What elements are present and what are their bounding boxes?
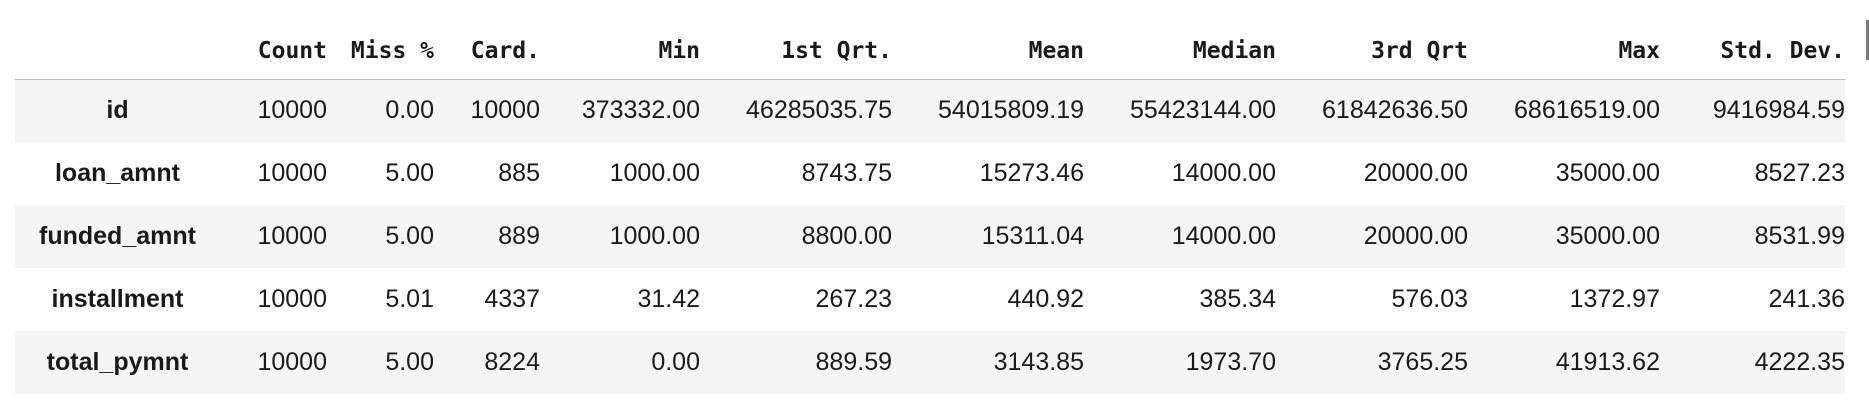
table-cell: 10000	[257, 222, 327, 250]
table-cell: 385.34	[1199, 285, 1276, 313]
column-header-miss-pct: Miss %	[350, 37, 434, 64]
table-cell: 20000.00	[1363, 222, 1468, 250]
row-label: funded_amnt	[39, 222, 196, 250]
table-cell: 241.36	[1768, 285, 1845, 313]
table-cell: 31.42	[637, 285, 700, 313]
table-cell: 1000.00	[609, 222, 700, 250]
stats-table-container: Count Miss % Card. Min 1st Qrt. Mean Med…	[15, 23, 1845, 394]
table-cell: 8527.23	[1754, 159, 1845, 187]
table-cell: 889.59	[815, 348, 892, 376]
row-label: loan_amnt	[54, 159, 181, 187]
table-cell: 10000	[257, 285, 327, 313]
table-cell: 61842636.50	[1322, 96, 1468, 125]
table-cell: 4222.35	[1754, 348, 1845, 376]
table-cell: 373332.00	[581, 96, 700, 125]
table-cell: 35000.00	[1555, 159, 1660, 187]
table-cell: 10000	[257, 159, 327, 187]
table-cell: 20000.00	[1363, 159, 1468, 187]
row-label: installment	[51, 285, 184, 313]
summary-statistics-table: Count Miss % Card. Min 1st Qrt. Mean Med…	[15, 23, 1845, 394]
table-row: total_pymnt 10000 5.00 8224 0.00 889.59 …	[15, 331, 1845, 394]
table-cell: 267.23	[815, 285, 892, 313]
table-cell: 15273.46	[979, 159, 1084, 187]
table-cell: 55423144.00	[1130, 96, 1276, 125]
table-cell: 3143.85	[993, 348, 1084, 376]
table-cell: 8743.75	[801, 159, 892, 187]
table-cell: 5.00	[385, 159, 434, 187]
row-label: total_pymnt	[46, 348, 189, 376]
column-header-max: Max	[1618, 37, 1660, 64]
table-cell: 3765.25	[1377, 348, 1468, 376]
row-label: id	[106, 96, 129, 125]
table-cell: 1973.70	[1185, 348, 1276, 376]
horizontal-scroll-indicator[interactable]	[1866, 20, 1869, 60]
table-cell: 889	[498, 222, 540, 250]
table-cell: 14000.00	[1171, 159, 1276, 187]
column-header-std-dev: Std. Dev.	[1720, 37, 1845, 64]
table-cell: 8531.99	[1754, 222, 1845, 250]
table-cell: 440.92	[1007, 285, 1084, 313]
column-header-min: Min	[658, 37, 700, 64]
table-row: installment 10000 5.01 4337 31.42 267.23…	[15, 268, 1846, 331]
table-cell: 15311.04	[981, 222, 1084, 250]
table-row: id 10000 0.00 10000 373332.00 46285035.7…	[15, 79, 1845, 142]
table-cell: 1372.97	[1569, 285, 1660, 313]
table-cell: 9416984.59	[1712, 96, 1845, 125]
table-cell: 576.03	[1391, 285, 1468, 313]
table-cell: 54015809.19	[938, 96, 1084, 125]
column-header-median: Median	[1192, 37, 1276, 64]
table-cell: 10000	[470, 96, 540, 125]
table-cell: 4337	[484, 285, 540, 313]
table-cell: 68616519.00	[1514, 96, 1660, 125]
table-cell: 885	[498, 159, 540, 187]
table-cell: 1000.00	[609, 159, 700, 187]
table-cell: 0.00	[385, 96, 434, 125]
table-cell: 10000	[257, 348, 327, 376]
table-cell: 46285035.75	[746, 96, 892, 125]
table-cell: 8224	[484, 348, 540, 376]
table-cell: 0.00	[651, 348, 700, 376]
table-cell: 10000	[257, 96, 327, 125]
column-header-first-quartile: 1st Qrt.	[781, 37, 892, 64]
table-cell: 5.01	[385, 285, 434, 313]
header-corner-cell	[15, 23, 220, 79]
column-header-count: Count	[257, 37, 327, 64]
column-header-mean: Mean	[1028, 37, 1084, 64]
table-cell: 8800.00	[801, 222, 892, 250]
header-row: Count Miss % Card. Min 1st Qrt. Mean Med…	[15, 23, 1845, 79]
table-cell: 5.00	[385, 348, 434, 376]
table-row: funded_amnt 10000 5.00 889 1000.00 8800.…	[15, 205, 1845, 268]
table-cell: 41913.62	[1555, 348, 1660, 376]
column-header-cardinality: Card.	[470, 37, 540, 64]
table-cell: 14000.00	[1171, 222, 1276, 250]
table-cell: 35000.00	[1555, 222, 1660, 250]
table-cell: 5.00	[385, 222, 434, 250]
column-header-third-quartile: 3rd Qrt	[1371, 37, 1468, 64]
table-row: loan_amnt 10000 5.00 885 1000.00 8743.75…	[15, 142, 1845, 205]
